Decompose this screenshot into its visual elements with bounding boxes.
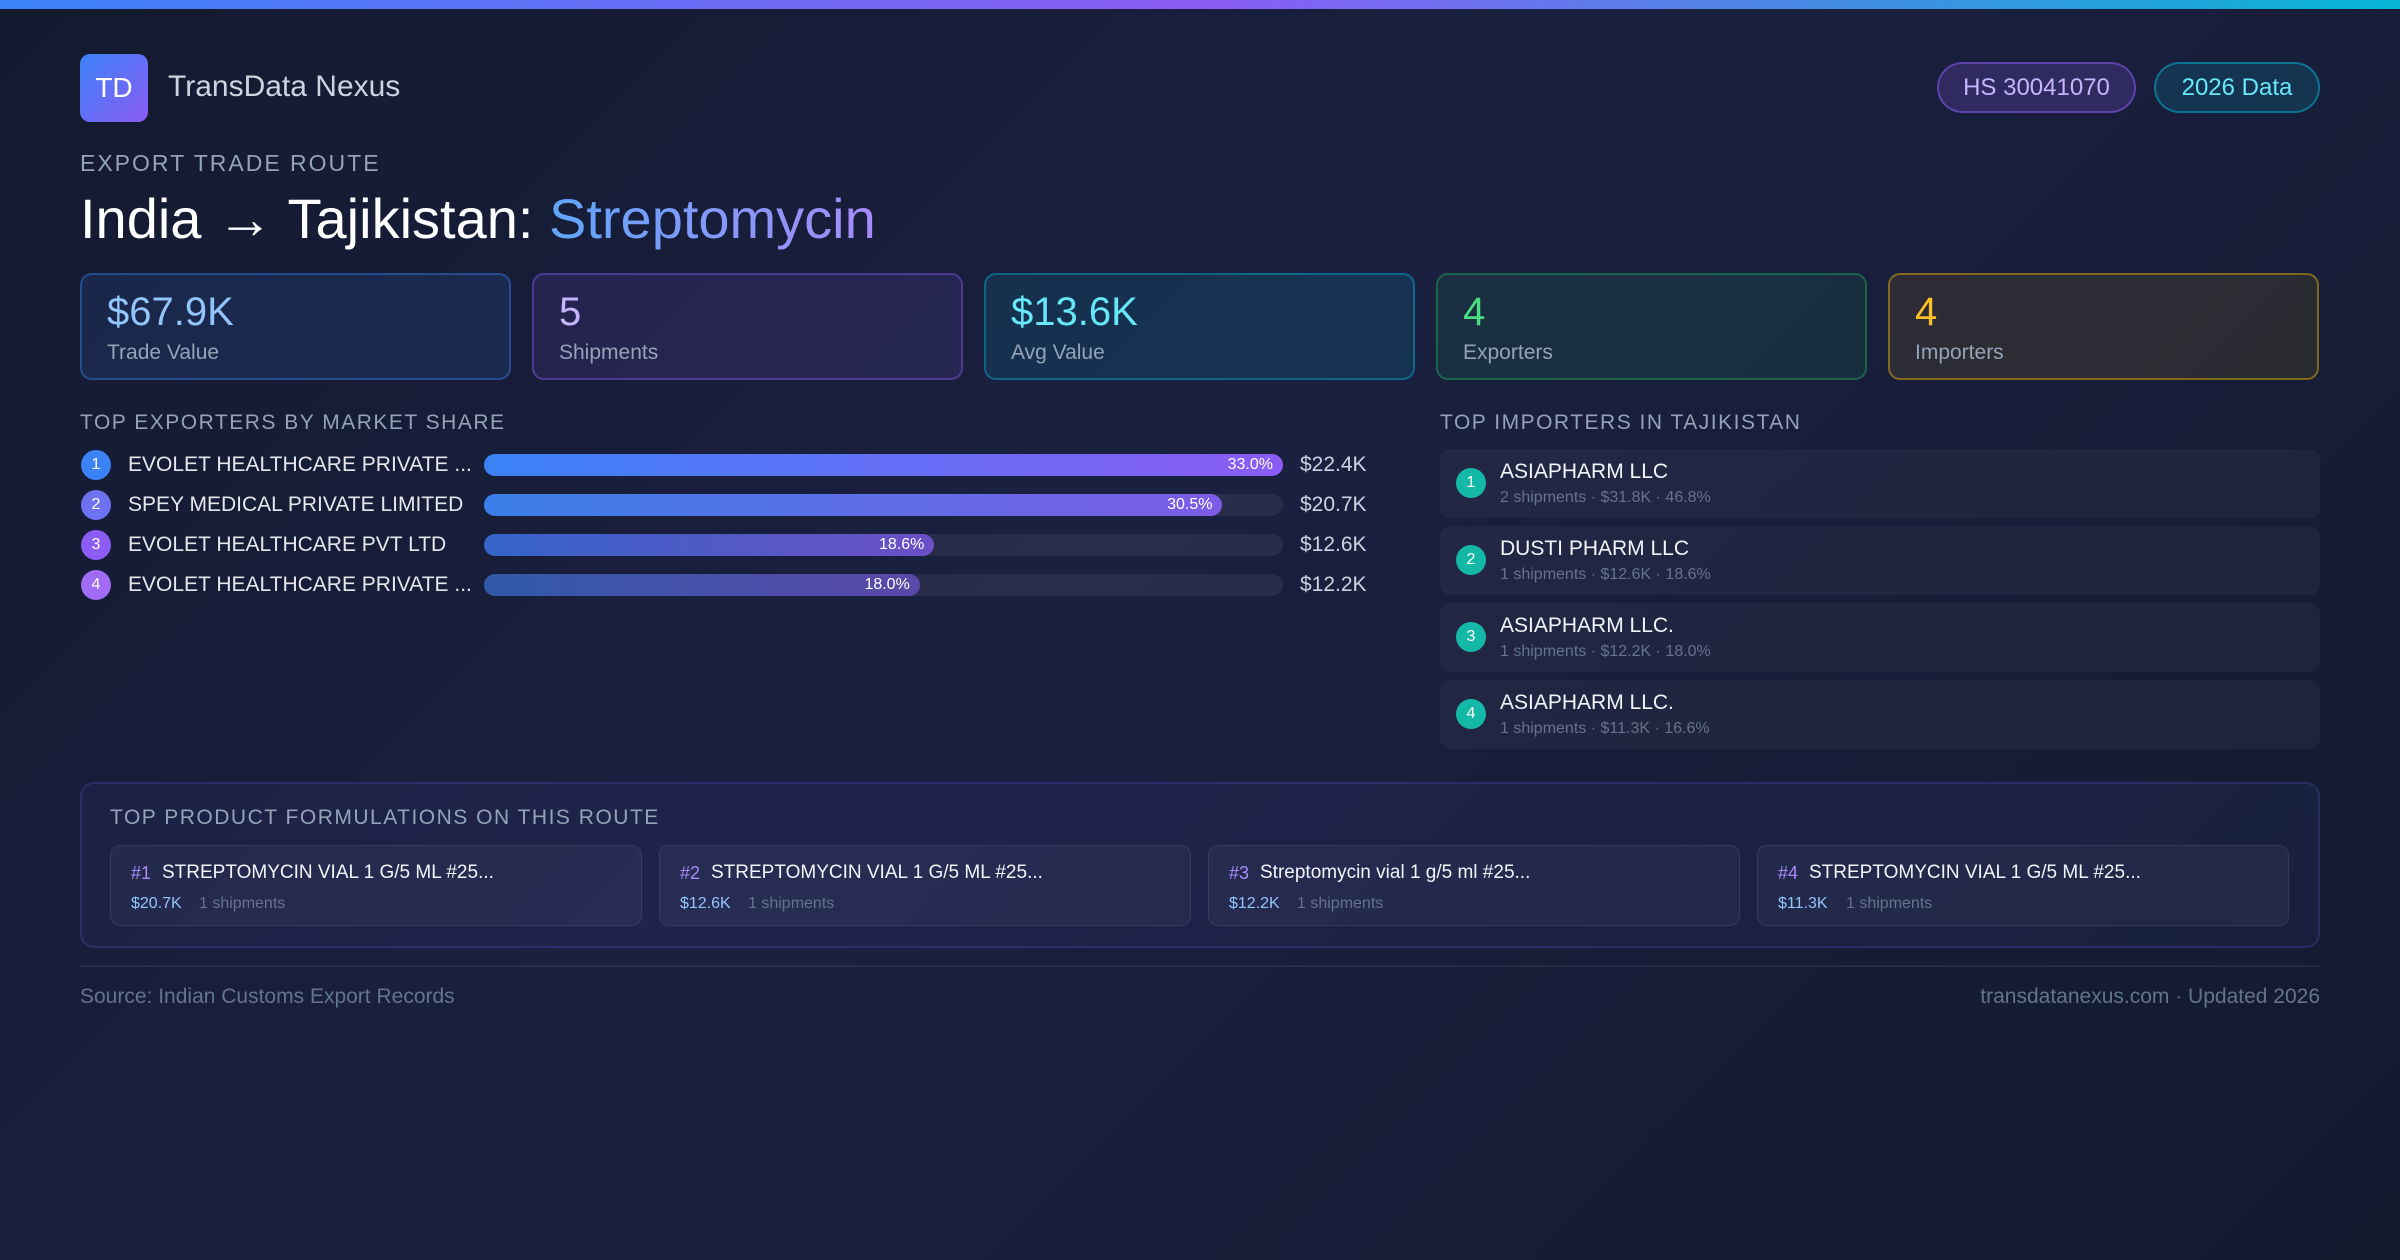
stat-label: Trade Value [107, 341, 220, 364]
exporter-value: $12.2K [1300, 573, 1367, 596]
share-bar: 30.5% [484, 494, 1223, 516]
stat-label: Shipments [559, 341, 659, 364]
formulation-rank: #3 [1229, 863, 1250, 883]
footer-site: transdatanexus.com · Updated 2026 [1980, 985, 2320, 1008]
formulation-value: $20.7K [131, 895, 182, 912]
share-label: 30.5% [1167, 496, 1213, 513]
formulation-shipments: 1 shipments [1846, 895, 1933, 912]
exporter-value: $20.7K [1300, 493, 1367, 516]
formulation-card: #2 STREPTOMYCIN VIAL 1 G/5 ML #25... $12.6… [659, 845, 1191, 926]
importer-name: ASIAPHARM LLC. [1500, 691, 1674, 714]
stat-value: $67.9K [107, 290, 234, 334]
stat-card: 4 Importers [1888, 273, 2319, 380]
formulation-card: #1 STREPTOMYCIN VIAL 1 G/5 ML #25... $20.7… [110, 845, 642, 926]
formulation-rank: #2 [680, 863, 701, 883]
stat-card: 5 Shipments [532, 273, 963, 380]
stat-card: $13.6K Avg Value [984, 273, 1415, 380]
formulation-card: #4 STREPTOMYCIN VIAL 1 G/5 ML #25... $11.3… [1757, 845, 2289, 926]
formulation-value: $12.6K [680, 895, 731, 912]
importer-card: 1 ASIAPHARM LLC 2 shipments · $31.8K · 46.… [1440, 449, 2320, 518]
formulation-value: $12.2K [1229, 895, 1280, 912]
bar-track: 33.0% [484, 454, 1283, 476]
importer-detail: 1 shipments · $12.6K · 18.6% [1500, 566, 1711, 583]
stat-card: $67.9K Trade Value [80, 273, 511, 380]
importer-detail: 1 shipments · $12.2K · 18.0% [1500, 643, 1711, 660]
exporter-name: EVOLET HEALTHCARE PRIVATE ... [128, 573, 472, 596]
stat-label: Avg Value [1011, 341, 1105, 364]
formulation-name: Streptomycin vial 1 g/5 ml #25... [1260, 862, 1531, 883]
bar-track: 30.5% [484, 494, 1283, 516]
section-title: TOP EXPORTERS BY MARKET SHARE [80, 411, 506, 434]
divider [80, 965, 2320, 967]
formulation-rank: #4 [1778, 863, 1799, 883]
rank-badge: 3 [81, 530, 111, 560]
formulation-shipments: 1 shipments [1297, 895, 1384, 912]
logo: TD [80, 54, 148, 122]
formulations-panel [80, 782, 2320, 948]
formulation-name: STREPTOMYCIN VIAL 1 G/5 ML #25... [162, 862, 494, 883]
formulation-value: $11.3K [1778, 895, 1828, 912]
exporter-name: EVOLET HEALTHCARE PVT LTD [128, 533, 447, 556]
rank-badge: 2 [1456, 545, 1486, 575]
section-title: TOP PRODUCT FORMULATIONS ON THIS ROUTE [110, 806, 660, 829]
route-title: India → Tajikistan: Streptomycin [80, 186, 876, 251]
formulation-name: STREPTOMYCIN VIAL 1 G/5 ML #25... [1809, 862, 2141, 883]
importer-detail: 1 shipments · $11.3K · 16.6% [1500, 720, 1710, 737]
importer-card: 4 ASIAPHARM LLC. 1 shipments · $11.3K · 16… [1440, 680, 2320, 749]
stat-label: Exporters [1463, 341, 1553, 364]
share-bar: 18.6% [484, 534, 935, 556]
rank-badge: 4 [81, 570, 111, 600]
exporter-name: EVOLET HEALTHCARE PRIVATE ... [128, 453, 472, 476]
bar-track: 18.6% [484, 534, 1283, 556]
formulation-name: STREPTOMYCIN VIAL 1 G/5 ML #25... [711, 862, 1043, 883]
rank-badge: 1 [81, 450, 111, 480]
stat-card: 4 Exporters [1436, 273, 1867, 380]
exporter-value: $12.6K [1300, 533, 1367, 556]
rank-badge: 2 [81, 490, 111, 520]
stat-value: 4 [1463, 290, 1486, 334]
share-bar: 18.0% [484, 574, 920, 596]
footer-source: Source: Indian Customs Export Records [80, 985, 455, 1008]
formulation-shipments: 1 shipments [199, 895, 286, 912]
rank-badge: 1 [1456, 468, 1486, 498]
brand: TransData Nexus [168, 70, 401, 103]
stat-value: 4 [1915, 290, 1938, 334]
stat-label: Importers [1915, 341, 2004, 364]
share-label: 18.0% [864, 576, 910, 593]
formulation-card: #3 Streptomycin vial 1 g/5 ml #25... $12.2… [1208, 845, 1740, 926]
stat-value: 5 [559, 290, 582, 334]
formulation-rank: #1 [131, 863, 152, 883]
share-label: 18.6% [878, 536, 925, 553]
badge: HS 30041070 [1937, 62, 2136, 113]
section-title: TOP IMPORTERS IN TAJIKISTAN [1440, 411, 1802, 434]
route-text: India → Tajikistan: [80, 187, 534, 250]
rank-badge: 4 [1456, 699, 1486, 729]
importer-detail: 2 shipments · $31.8K · 46.8% [1500, 489, 1711, 506]
importer-card: 3 ASIAPHARM LLC. 1 shipments · $12.2K · 18… [1440, 603, 2320, 672]
importer-name: ASIAPHARM LLC [1500, 460, 1669, 483]
importer-name: ASIAPHARM LLC. [1500, 614, 1674, 637]
formulation-shipments: 1 shipments [748, 895, 835, 912]
exporter-value: $22.4K [1300, 453, 1367, 476]
top-bar [0, 0, 2400, 9]
badge: 2026 Data [2154, 62, 2320, 113]
share-label: 33.0% [1227, 456, 1273, 473]
share-bar: 33.0% [484, 454, 1283, 476]
rank-badge: 3 [1456, 622, 1486, 652]
stat-value: $13.6K [1011, 290, 1138, 334]
eyebrow: EXPORT TRADE ROUTE [80, 150, 381, 176]
bar-track: 18.0% [484, 574, 1283, 596]
exporter-name: SPEY MEDICAL PRIVATE LIMITED [128, 493, 464, 516]
product: Streptomycin [548, 187, 876, 250]
importer-name: DUSTI PHARM LLC [1500, 537, 1690, 560]
importer-card: 2 DUSTI PHARM LLC 1 shipments · $12.6K · 1… [1440, 526, 2320, 595]
